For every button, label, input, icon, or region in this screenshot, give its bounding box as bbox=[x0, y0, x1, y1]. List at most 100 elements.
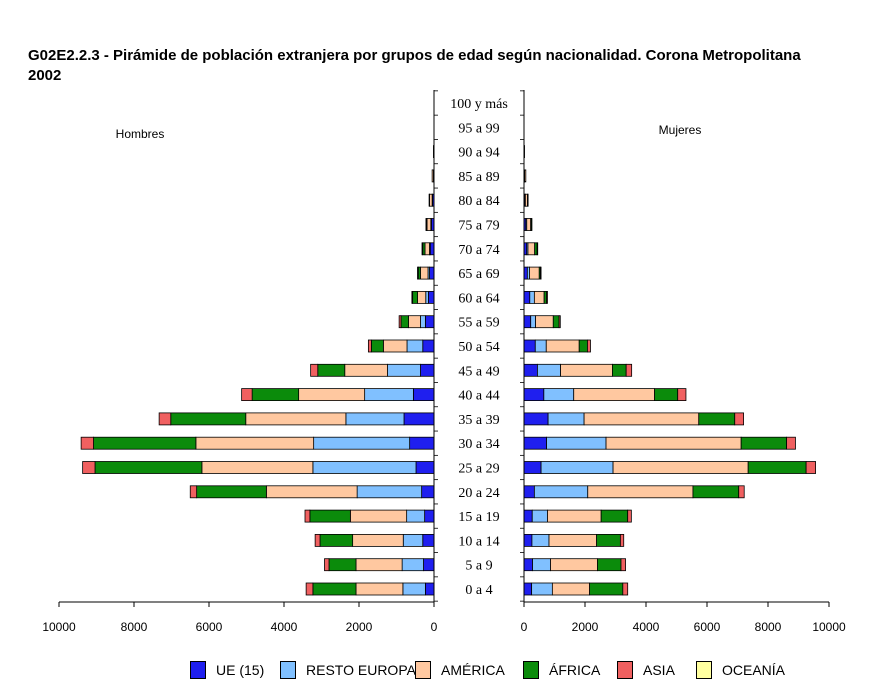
bar-mujeres-asia-0 bbox=[622, 582, 629, 596]
bar-mujeres-asia-3 bbox=[627, 509, 632, 523]
group-label-hombres: Hombres bbox=[116, 127, 165, 141]
age-label: 30 a 34 bbox=[458, 437, 499, 452]
age-label: 0 a 4 bbox=[465, 583, 492, 598]
bar-mujeres-resto-europa-1 bbox=[532, 558, 551, 572]
bar-mujeres-am-rica-2 bbox=[548, 534, 597, 547]
mujeres-x-tick-label: 2000 bbox=[572, 620, 599, 634]
age-label: 25 a 29 bbox=[458, 462, 499, 477]
bar-mujeres-asia-2 bbox=[619, 534, 625, 547]
bar-mujeres-am-rica-5 bbox=[612, 461, 749, 474]
age-label: 95 a 99 bbox=[458, 121, 499, 136]
bar-mujeres--frica-8 bbox=[654, 388, 679, 402]
bar-mujeres-asia-4 bbox=[738, 485, 745, 499]
bar-mujeres-am-rica-8 bbox=[573, 388, 655, 402]
bar-mujeres-resto-europa-12 bbox=[529, 290, 535, 304]
bar-mujeres-ue-15-8 bbox=[523, 388, 545, 402]
age-label: 5 a 9 bbox=[465, 559, 492, 574]
bar-mujeres-ue-15-9 bbox=[523, 363, 538, 377]
bar-hombres-resto-europa-10 bbox=[406, 339, 424, 353]
bar-mujeres-am-rica-17 bbox=[524, 169, 527, 183]
bar-mujeres-asia-11 bbox=[558, 315, 561, 329]
age-label: 65 a 69 bbox=[458, 267, 499, 282]
bar-hombres-ue-15-8 bbox=[412, 388, 435, 402]
age-label: 100 y más bbox=[450, 97, 508, 112]
bar-mujeres-ue-15-5 bbox=[523, 461, 542, 474]
bar-hombres-am-rica-0 bbox=[355, 582, 404, 596]
bar-hombres-asia-2 bbox=[314, 534, 321, 547]
bar-mujeres--frica-10 bbox=[578, 339, 588, 353]
bar-mujeres-am-rica-4 bbox=[587, 485, 694, 499]
bar-mujeres-am-rica-0 bbox=[551, 582, 590, 596]
bar-hombres-am-rica-4 bbox=[265, 485, 358, 499]
bar-mujeres--frica-7 bbox=[698, 412, 736, 426]
bar-mujeres-ue-15-4 bbox=[523, 485, 535, 499]
age-label: 60 a 64 bbox=[458, 291, 499, 306]
bar-hombres-resto-europa-11 bbox=[420, 315, 426, 329]
bar-hombres--frica-5 bbox=[94, 461, 203, 474]
bar-mujeres-am-rica-3 bbox=[547, 509, 602, 523]
age-label: 20 a 24 bbox=[458, 486, 499, 501]
bar-hombres-resto-europa-8 bbox=[364, 388, 414, 402]
bar-mujeres-asia-13 bbox=[540, 266, 542, 280]
bar-hombres-am-rica-2 bbox=[352, 534, 404, 547]
bar-mujeres-resto-europa-3 bbox=[531, 509, 548, 523]
bar-mujeres-asia-5 bbox=[805, 461, 816, 474]
bar-hombres-am-rica-5 bbox=[201, 461, 314, 474]
bar-hombres--frica-0 bbox=[312, 582, 357, 596]
bar-hombres-ue-15-4 bbox=[421, 485, 435, 499]
population-pyramid-chart: Hombres Mujeres 10000 8000 6000 4000 2000 0 0 2… bbox=[42, 90, 846, 634]
bar-hombres-asia-8 bbox=[241, 388, 253, 402]
bar-mujeres-ue-15-1 bbox=[523, 558, 533, 572]
bar-hombres--frica-1 bbox=[328, 558, 357, 572]
bar-hombres-ue-15-10 bbox=[422, 339, 435, 353]
bar-hombres-am-rica-15 bbox=[426, 218, 432, 231]
bar-mujeres-resto-europa-4 bbox=[533, 485, 589, 499]
bar-hombres-ue-15-11 bbox=[424, 315, 435, 329]
bar-hombres--frica-7 bbox=[170, 412, 247, 426]
bar-hombres-ue-15-9 bbox=[420, 363, 435, 377]
chart-title-line1: G02E2.2.3 - Pirámide de población extran… bbox=[28, 47, 801, 64]
legend-swatch bbox=[523, 661, 539, 679]
bar-hombres-resto-europa-0 bbox=[402, 582, 426, 596]
bar-hombres-ue-15-1 bbox=[423, 558, 435, 572]
bar-mujeres-asia-14 bbox=[536, 242, 539, 256]
bar-mujeres-am-rica-15 bbox=[526, 218, 532, 231]
bar-hombres-asia-0 bbox=[305, 582, 314, 596]
bar-hombres-ue-15-2 bbox=[422, 534, 435, 547]
bar-mujeres-am-rica-13 bbox=[529, 266, 540, 280]
bar-mujeres-am-rica-9 bbox=[560, 363, 613, 377]
bar-hombres-resto-europa-9 bbox=[387, 363, 421, 377]
age-label: 50 a 54 bbox=[458, 340, 499, 355]
bar-mujeres-am-rica-6 bbox=[605, 436, 742, 450]
bar-mujeres--frica-6 bbox=[740, 436, 788, 450]
age-label: 80 a 84 bbox=[458, 194, 499, 209]
bar-hombres-asia-4 bbox=[189, 485, 198, 499]
bar-hombres-asia-11 bbox=[398, 315, 402, 329]
bar-hombres-resto-europa-2 bbox=[402, 534, 424, 547]
mujeres-x-tick-label: 4000 bbox=[633, 620, 660, 634]
bar-hombres-asia-1 bbox=[324, 558, 330, 572]
bar-hombres--frica-3 bbox=[309, 509, 351, 523]
age-label: 35 a 39 bbox=[458, 413, 499, 428]
bar-mujeres--frica-1 bbox=[597, 558, 622, 572]
bar-hombres-am-rica-3 bbox=[349, 509, 408, 523]
bar-hombres-am-rica-17 bbox=[431, 169, 434, 183]
bar-mujeres-resto-europa-9 bbox=[537, 363, 561, 377]
bar-hombres-am-rica-1 bbox=[355, 558, 403, 572]
bar-hombres-am-rica-6 bbox=[195, 436, 315, 450]
bar-mujeres-asia-1 bbox=[620, 558, 626, 572]
bar-hombres--frica-12 bbox=[412, 290, 418, 304]
bar-mujeres-ue-15-6 bbox=[523, 436, 547, 450]
bar-hombres-asia-7 bbox=[158, 412, 172, 426]
bar-hombres-am-rica-14 bbox=[424, 242, 430, 256]
age-label: 85 a 89 bbox=[458, 170, 499, 185]
age-label: 40 a 44 bbox=[458, 389, 499, 404]
legend-swatch bbox=[617, 661, 633, 679]
bar-mujeres-am-rica-11 bbox=[535, 315, 554, 329]
hombres-x-tick-label: 6000 bbox=[196, 620, 223, 634]
bar-mujeres--frica-2 bbox=[596, 534, 621, 547]
hombres-x-tick-label: 0 bbox=[431, 620, 438, 634]
bar-mujeres-am-rica-1 bbox=[550, 558, 598, 572]
bar-mujeres-am-rica-7 bbox=[583, 412, 700, 426]
bar-hombres-asia-3 bbox=[304, 509, 311, 523]
